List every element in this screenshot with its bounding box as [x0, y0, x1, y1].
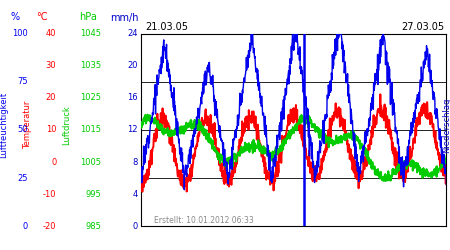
Text: Luftdruck: Luftdruck [62, 105, 71, 145]
Text: -20: -20 [43, 222, 56, 231]
Text: 1025: 1025 [80, 94, 101, 102]
Text: 4: 4 [132, 190, 138, 199]
Text: °C: °C [36, 12, 48, 22]
Text: 0: 0 [132, 222, 138, 231]
Text: 995: 995 [86, 190, 101, 199]
Text: 40: 40 [46, 29, 56, 38]
Text: Luftfeuchtigkeit: Luftfeuchtigkeit [0, 92, 8, 158]
Text: mm/h: mm/h [110, 12, 139, 22]
Text: 1015: 1015 [80, 126, 101, 134]
Text: 16: 16 [127, 94, 138, 102]
Text: 30: 30 [45, 61, 56, 70]
Text: -10: -10 [43, 190, 56, 199]
Text: Niederschlag: Niederschlag [442, 97, 450, 153]
Text: 100: 100 [12, 29, 28, 38]
Text: 20: 20 [127, 61, 138, 70]
Text: Temperatur: Temperatur [23, 101, 32, 149]
Text: 0: 0 [22, 222, 28, 231]
Text: 10: 10 [46, 126, 56, 134]
Text: 75: 75 [17, 78, 28, 86]
Text: 8: 8 [132, 158, 138, 166]
Text: Erstellt: 10.01.2012 06:33: Erstellt: 10.01.2012 06:33 [154, 216, 254, 225]
Text: 1005: 1005 [80, 158, 101, 166]
Text: %: % [11, 12, 20, 22]
Text: 12: 12 [127, 126, 138, 134]
Text: 24: 24 [127, 29, 138, 38]
Text: 1035: 1035 [80, 61, 101, 70]
Text: hPa: hPa [79, 12, 97, 22]
Text: 50: 50 [18, 126, 28, 134]
Text: 20: 20 [46, 94, 56, 102]
Text: 1045: 1045 [80, 29, 101, 38]
Text: 25: 25 [18, 174, 28, 182]
Text: 985: 985 [86, 222, 101, 231]
Text: 21.03.05: 21.03.05 [145, 22, 189, 32]
Text: 0: 0 [51, 158, 56, 166]
Text: 27.03.05: 27.03.05 [401, 22, 444, 32]
